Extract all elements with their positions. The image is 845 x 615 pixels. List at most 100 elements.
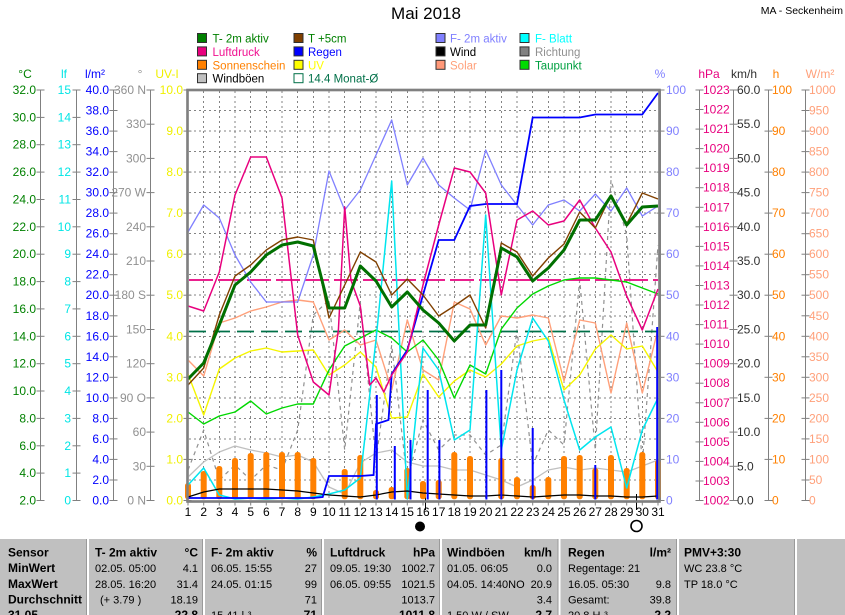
svg-text:38.0: 38.0 [86,104,110,118]
svg-text:12: 12 [58,165,72,179]
svg-text:l/m²: l/m² [650,546,671,560]
svg-text:18.0: 18.0 [13,275,37,289]
svg-text:W/m²: W/m² [806,67,835,81]
svg-text:1011.8: 1011.8 [399,608,435,615]
svg-text:T +5cm: T +5cm [308,34,346,46]
svg-text:T- 2m aktiv: T- 2m aktiv [95,546,157,560]
svg-text:71: 71 [305,595,317,607]
svg-text:250: 250 [809,391,829,405]
svg-text:20.0: 20.0 [737,357,761,371]
svg-text:lf: lf [61,67,68,81]
svg-text:30.0: 30.0 [737,288,761,302]
svg-text:24.0: 24.0 [86,247,110,261]
svg-text:40.0: 40.0 [86,83,110,97]
svg-text:40.0: 40.0 [737,220,761,234]
svg-text:1021.5: 1021.5 [401,579,435,591]
svg-text:10: 10 [666,452,680,466]
svg-text:550: 550 [809,268,829,282]
svg-text:1012: 1012 [703,298,730,312]
svg-text:%: % [306,546,317,560]
svg-text:300: 300 [809,370,829,384]
svg-text:850: 850 [809,145,829,159]
svg-text:22: 22 [510,505,524,519]
svg-text:0: 0 [809,494,816,508]
svg-text:16.05. 05:30: 16.05. 05:30 [568,579,629,591]
svg-text:0.0: 0.0 [737,494,754,508]
svg-text:70: 70 [772,206,786,220]
svg-text:100: 100 [772,83,792,97]
svg-text:240: 240 [126,220,146,234]
svg-text:12.0: 12.0 [86,370,110,384]
svg-text:20.9: 20.9 [531,579,552,591]
svg-text:5.0: 5.0 [737,459,754,473]
svg-text:26.0: 26.0 [13,165,37,179]
svg-text:Wind: Wind [450,47,476,59]
svg-text:23: 23 [526,505,540,519]
svg-text:2: 2 [64,439,71,453]
svg-text:10: 10 [322,505,336,519]
svg-text:4: 4 [64,384,71,398]
svg-text:28: 28 [604,505,618,519]
svg-text:17: 17 [432,505,446,519]
svg-text:0 N: 0 N [127,494,146,508]
svg-text:100: 100 [809,452,829,466]
svg-text:6.0: 6.0 [166,247,183,261]
svg-text:8.0: 8.0 [166,165,183,179]
svg-text:1016: 1016 [703,220,730,234]
svg-text:3: 3 [64,411,71,425]
svg-text:3: 3 [216,505,223,519]
svg-text:50.0: 50.0 [737,151,761,165]
svg-text:02.05. 05:00: 02.05. 05:00 [95,563,156,575]
svg-text:1: 1 [185,505,192,519]
svg-text:20: 20 [666,411,680,425]
svg-text:19: 19 [463,505,477,519]
svg-text:32.0: 32.0 [86,165,110,179]
svg-text:%: % [655,67,666,81]
svg-text:13: 13 [58,138,72,152]
svg-text:Windböen: Windböen [213,74,265,86]
svg-text:11: 11 [59,193,72,207]
svg-text:0: 0 [772,494,779,508]
svg-text:22.0: 22.0 [13,220,37,234]
svg-text:F- Blatt: F- Blatt [535,34,573,46]
svg-text:09.05. 19:30: 09.05. 19:30 [330,563,391,575]
svg-text:Mai 2018: Mai 2018 [391,4,461,23]
svg-text:14.0: 14.0 [86,350,110,364]
svg-text:1013.7: 1013.7 [401,595,435,607]
svg-text:8.0: 8.0 [19,411,36,425]
svg-text:90: 90 [666,124,680,138]
svg-text:99: 99 [305,579,317,591]
svg-text:30: 30 [666,370,680,384]
svg-text:15.0: 15.0 [737,391,761,405]
svg-text:100: 100 [666,83,686,97]
svg-text:24.05. 01:15: 24.05. 01:15 [211,579,272,591]
svg-text:1009: 1009 [703,357,730,371]
svg-text:l/m²: l/m² [85,67,105,81]
svg-text:50: 50 [666,288,680,302]
svg-text:PMV+3:30: PMV+3:30 [684,546,741,560]
svg-text:Windböen: Windböen [447,546,505,560]
svg-text:25.0: 25.0 [737,323,761,337]
svg-text:21: 21 [495,505,509,519]
svg-text:1014: 1014 [703,259,730,273]
svg-text:300: 300 [126,151,146,165]
svg-text:10: 10 [772,452,786,466]
svg-text:30: 30 [636,505,650,519]
svg-text:F- 2m aktiv: F- 2m aktiv [450,34,507,46]
svg-text:14.4 Monat-Ø: 14.4 Monat-Ø [308,74,378,86]
svg-text:4.0: 4.0 [19,466,36,480]
svg-text:50: 50 [809,473,823,487]
svg-text:28.05. 16:20: 28.05. 16:20 [95,579,156,591]
svg-text:0.0: 0.0 [537,563,552,575]
svg-text:Taupunkt: Taupunkt [535,60,582,72]
svg-text:90: 90 [772,124,786,138]
svg-text:Gesamt:: Gesamt: [568,595,610,607]
svg-text:39.8: 39.8 [650,595,671,607]
svg-text:330: 330 [126,117,146,131]
svg-text:4.0: 4.0 [92,452,109,466]
svg-text:14: 14 [385,505,399,519]
svg-text:700: 700 [809,206,829,220]
svg-text:270 W: 270 W [111,186,146,200]
svg-text:Regen: Regen [308,47,342,59]
svg-text:31: 31 [651,505,665,519]
